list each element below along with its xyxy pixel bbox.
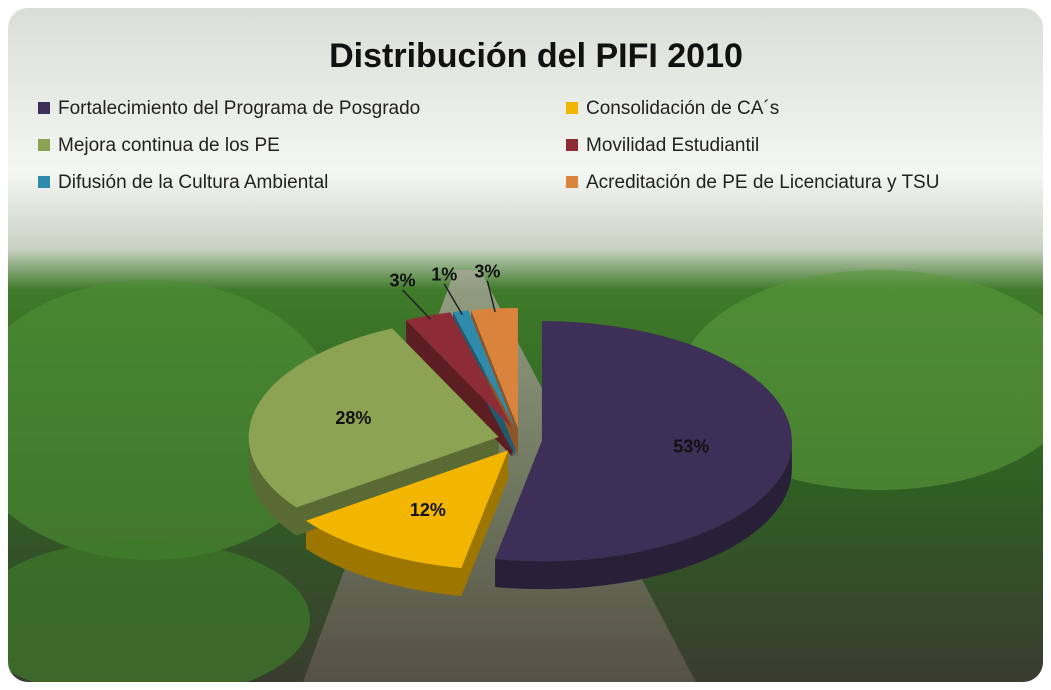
- legend-swatch: [38, 139, 50, 151]
- legend-swatch: [38, 176, 50, 188]
- legend-label: Acreditación de PE de Licenciatura y TSU: [586, 172, 939, 193]
- data-label: 12%: [410, 500, 446, 520]
- slice: [248, 328, 499, 508]
- data-label: 53%: [673, 437, 709, 457]
- leader-line: [486, 280, 496, 313]
- data-label: 3%: [474, 261, 500, 281]
- slice: [495, 321, 792, 562]
- legend-label: Movilidad Estudiantil: [586, 135, 759, 156]
- leader-line: [401, 289, 431, 320]
- leader-line: [443, 283, 463, 315]
- data-labels: 53% 12% 28% 3% 1% 3%: [335, 261, 709, 519]
- legend: Fortalecimiento del Programa de Posgrado…: [38, 98, 939, 193]
- legend-swatch: [566, 139, 578, 151]
- legend-label: Consolidación de CA´s: [586, 98, 779, 119]
- legend-label: Mejora continua de los PE: [58, 135, 280, 156]
- data-label: 28%: [335, 408, 371, 428]
- slice: [406, 312, 513, 429]
- legend-swatch: [566, 176, 578, 188]
- data-label: 3%: [389, 271, 415, 291]
- legend-swatch: [566, 102, 578, 114]
- slice: [471, 307, 518, 428]
- slice-side: [495, 321, 792, 590]
- legend-label: Difusión de la Cultura Ambiental: [58, 172, 328, 193]
- pie-tops: [248, 307, 792, 569]
- legend-swatch: [38, 102, 50, 114]
- slice: [305, 450, 509, 569]
- frame: [4, 4, 1047, 686]
- slice-side: [406, 312, 513, 457]
- slice: [453, 310, 516, 429]
- data-label: 1%: [431, 265, 457, 285]
- legend-label: Fortalecimiento del Programa de Posgrado: [58, 98, 420, 119]
- chart-title: Distribución del PIFI 2010: [329, 37, 743, 75]
